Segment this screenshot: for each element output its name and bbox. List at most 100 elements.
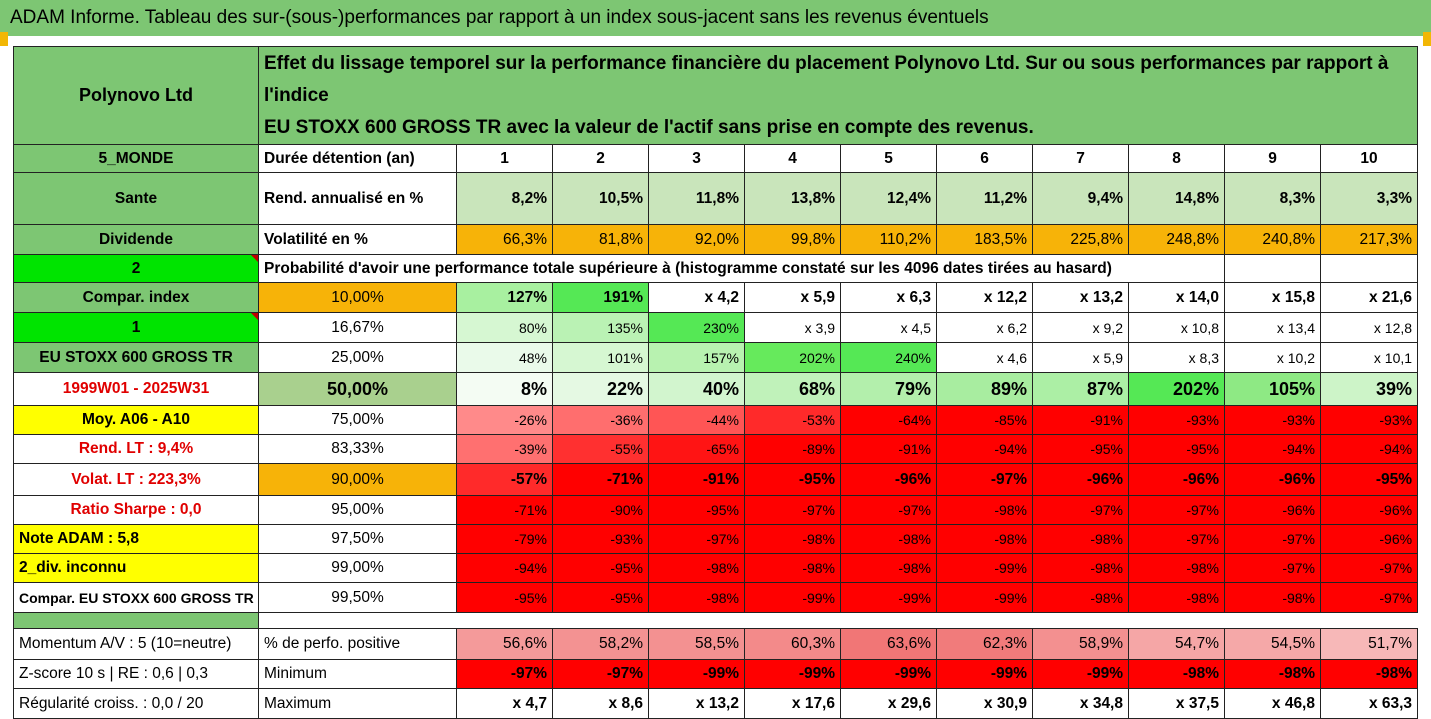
performance-cell: -96% (1032, 463, 1129, 496)
performance-cell: x 15,8 (1224, 282, 1321, 313)
performance-cell: -98% (1128, 582, 1225, 613)
annual-return-cell: 11,2% (936, 172, 1033, 225)
performance-cell: -98% (936, 495, 1033, 525)
annual-return-cell: 3,3% (1319, 172, 1419, 225)
performance-cell: x 14,0 (1128, 282, 1225, 313)
year-header: 2 (552, 144, 649, 173)
performance-cell: 87% (1032, 372, 1129, 406)
performance-cell: -36% (552, 405, 649, 435)
performance-cell: 40% (648, 372, 745, 406)
performance-cell: 68% (744, 372, 841, 406)
minimum-cell: -99% (648, 659, 745, 689)
percentile-cell: 95,00% (258, 495, 457, 525)
performance-cell: -91% (648, 463, 745, 496)
performance-cell: x 4,5 (840, 312, 937, 343)
performance-cell: 101% (552, 342, 649, 373)
description-line2: EU STOXX 600 GROSS TR avec la valeur de … (264, 116, 1034, 138)
performance-cell: -97% (1224, 553, 1321, 583)
performance-cell: x 9,2 (1032, 312, 1129, 343)
performance-cell: -98% (936, 524, 1033, 554)
performance-cell: -98% (744, 553, 841, 583)
performance-cell: x 13,2 (1032, 282, 1129, 313)
minimum-cell: -97% (456, 659, 553, 689)
year-header: 3 (648, 144, 745, 173)
annual-return-cell: 8,2% (456, 172, 553, 225)
year-header: 1 (456, 144, 553, 173)
positive-perf-cell: 51,7% (1319, 628, 1419, 660)
year-header: 6 (936, 144, 1033, 173)
positive-perf-cell: 54,7% (1128, 628, 1225, 660)
maximum-cell: x 29,6 (840, 688, 937, 719)
performance-cell: 8% (456, 372, 553, 406)
volatility-cell: 183,5% (936, 224, 1033, 255)
volatility-cell: 225,8% (1032, 224, 1129, 255)
performance-cell: -26% (456, 405, 553, 435)
performance-cell: -98% (1032, 553, 1129, 583)
minimum-cell: -99% (744, 659, 841, 689)
performance-cell: -98% (648, 582, 745, 613)
performance-cell: -65% (648, 434, 745, 464)
annual-return-cell: 12,4% (840, 172, 937, 225)
performance-cell: -97% (840, 495, 937, 525)
performance-cell: -97% (1319, 582, 1419, 613)
comparison-index-full: Compar. EU STOXX 600 GROSS TR (13, 582, 259, 613)
long-term-return: Rend. LT : 9,4% (13, 434, 259, 464)
annual-return-cell: 8,3% (1224, 172, 1321, 225)
volatility-cell: 66,3% (456, 224, 553, 255)
sector-label: Sante (13, 172, 259, 225)
percentile-cell: 83,33% (258, 434, 457, 464)
performance-cell: -97% (936, 463, 1033, 496)
maximum-cell: x 30,9 (936, 688, 1033, 719)
maximum-cell: x 34,8 (1032, 688, 1129, 719)
zscore-label: Z-score 10 s | RE : 0,6 | 0,3 (13, 659, 259, 689)
performance-cell: -95% (552, 553, 649, 583)
performance-cell: -96% (1128, 463, 1225, 496)
performance-cell: 202% (1128, 372, 1225, 406)
positive-perf-cell: 58,5% (648, 628, 745, 660)
performance-cell: -91% (1032, 405, 1129, 435)
performance-cell: -93% (552, 524, 649, 554)
performance-cell: -55% (552, 434, 649, 464)
performance-cell: x 4,6 (936, 342, 1033, 373)
performance-cell: 240% (840, 342, 937, 373)
percentile-cell: 97,50% (258, 524, 457, 554)
positive-perf-cell: 58,2% (552, 628, 649, 660)
performance-cell: -94% (936, 434, 1033, 464)
performance-cell: -98% (744, 524, 841, 554)
performance-cell: x 12,8 (1319, 312, 1419, 343)
counter-two: 2 (13, 254, 259, 283)
annual-return-cell: 11,8% (648, 172, 745, 225)
positive-perf-cell: 54,5% (1224, 628, 1321, 660)
annual-return-cell: 9,4% (1032, 172, 1129, 225)
performance-cell: -95% (552, 582, 649, 613)
period-label: 1999W01 - 2025W31 (13, 372, 259, 406)
performance-cell: -95% (648, 495, 745, 525)
maximum-cell: x 17,6 (744, 688, 841, 719)
average-label: Moy. A06 - A10 (13, 405, 259, 435)
performance-cell: 157% (648, 342, 745, 373)
performance-cell: -93% (1128, 405, 1225, 435)
performance-cell: -97% (744, 495, 841, 525)
performance-cell: 191% (552, 282, 649, 313)
annual-return-cell: 14,8% (1128, 172, 1225, 225)
percentile-cell: 99,00% (258, 553, 457, 583)
positive-perf-cell: 63,6% (840, 628, 937, 660)
performance-cell: 79% (840, 372, 937, 406)
performance-cell: -95% (744, 463, 841, 496)
positive-perf-cell: 56,6% (456, 628, 553, 660)
percentile-cell: 16,67% (258, 312, 457, 343)
performance-cell: -85% (936, 405, 1033, 435)
performance-cell: -99% (936, 553, 1033, 583)
performance-cell: -96% (1224, 495, 1321, 525)
performance-cell: -64% (840, 405, 937, 435)
momentum-label: Momentum A/V : 5 (10=neutre) (13, 628, 259, 660)
description-line1: Effet du lissage temporel sur la perform… (264, 52, 1389, 106)
performance-cell: -39% (456, 434, 553, 464)
performance-cell: 89% (936, 372, 1033, 406)
performance-cell: -98% (1032, 582, 1129, 613)
performance-cell: 230% (648, 312, 745, 343)
separator-blank (259, 613, 1418, 629)
performance-cell: 135% (552, 312, 649, 343)
performance-cell: x 5,9 (744, 282, 841, 313)
report-title: ADAM Informe. Tableau des sur-(sous-)per… (0, 0, 1431, 36)
